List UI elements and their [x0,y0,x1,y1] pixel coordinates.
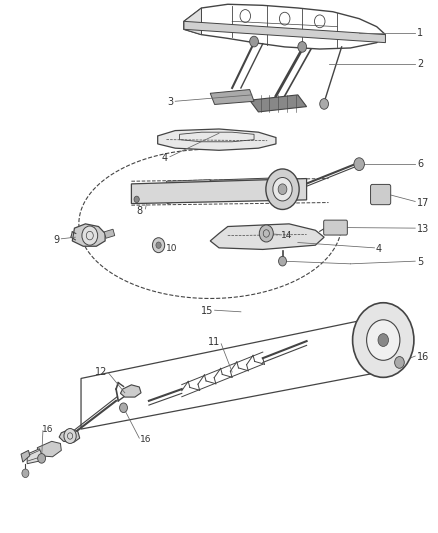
Polygon shape [37,441,61,457]
Circle shape [259,225,273,242]
Text: 6: 6 [417,159,423,169]
Polygon shape [104,229,115,238]
Text: 14: 14 [281,231,292,240]
Text: 17: 17 [417,198,429,207]
Circle shape [156,242,161,248]
Circle shape [378,334,389,346]
Text: 4: 4 [162,153,168,163]
Polygon shape [59,429,80,442]
Polygon shape [210,90,254,104]
Circle shape [354,158,364,171]
Polygon shape [120,385,141,397]
Circle shape [120,403,127,413]
Text: 5: 5 [417,257,423,267]
Circle shape [279,256,286,266]
Text: 16: 16 [417,352,429,362]
Polygon shape [131,179,307,204]
Polygon shape [184,21,385,43]
Text: 9: 9 [53,235,59,245]
Circle shape [134,196,139,203]
Polygon shape [140,184,162,198]
Text: 12: 12 [95,367,107,377]
Circle shape [273,177,292,201]
Polygon shape [21,450,30,462]
Polygon shape [250,95,307,112]
Text: 10: 10 [166,245,177,253]
Polygon shape [166,180,210,190]
Text: 1: 1 [417,28,423,38]
Text: 16: 16 [42,425,53,433]
Circle shape [278,184,287,195]
Circle shape [152,238,165,253]
Polygon shape [381,325,399,340]
Text: 2: 2 [417,59,423,69]
Text: 13: 13 [417,224,429,234]
Polygon shape [210,178,272,200]
Circle shape [367,320,400,360]
Text: 3: 3 [167,98,173,107]
Circle shape [38,454,46,463]
Circle shape [395,357,404,368]
Circle shape [298,42,307,52]
Polygon shape [27,449,42,464]
Circle shape [353,303,414,377]
Circle shape [320,99,328,109]
FancyBboxPatch shape [371,184,391,205]
Circle shape [82,226,98,245]
Circle shape [266,169,299,209]
Polygon shape [210,224,324,249]
FancyBboxPatch shape [324,220,347,235]
Text: 4: 4 [376,244,382,254]
Circle shape [22,469,29,478]
Circle shape [64,429,76,443]
Polygon shape [72,224,105,246]
Text: 16: 16 [140,435,152,444]
Text: 15: 15 [201,306,213,316]
Circle shape [250,36,258,47]
Text: 8: 8 [137,206,143,215]
Text: 11: 11 [208,337,220,347]
Polygon shape [184,8,201,35]
Polygon shape [158,129,276,150]
